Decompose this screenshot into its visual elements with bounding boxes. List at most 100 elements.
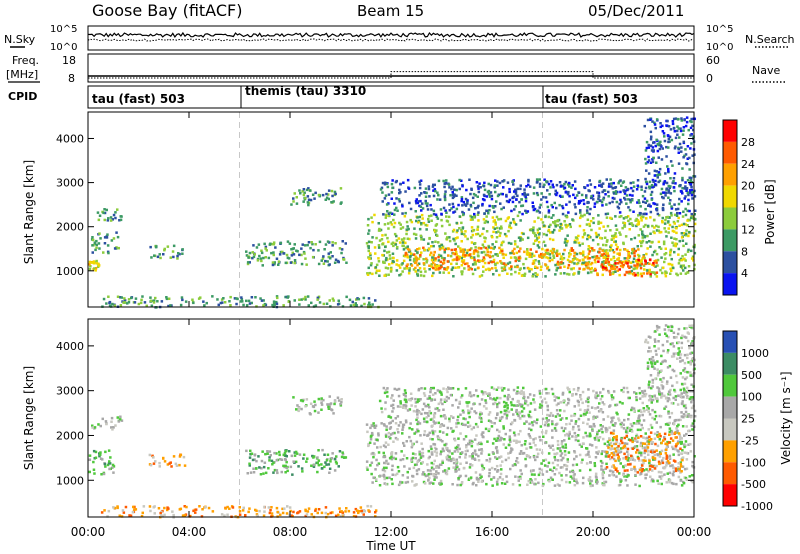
power-cell bbox=[657, 171, 661, 174]
power-cell bbox=[528, 185, 532, 188]
velocity-cell bbox=[472, 394, 476, 397]
velocity-cell bbox=[666, 399, 670, 403]
power-cell bbox=[248, 261, 251, 264]
power-cell bbox=[598, 227, 601, 230]
power-cell bbox=[264, 245, 268, 249]
velocity-cell bbox=[540, 404, 544, 408]
power-cell bbox=[609, 229, 612, 232]
power-cell bbox=[453, 252, 457, 256]
velocity-cell bbox=[400, 450, 403, 453]
power-cell bbox=[405, 253, 409, 257]
velocity-cell bbox=[565, 464, 569, 468]
power-cell bbox=[448, 236, 451, 239]
power-cell bbox=[653, 174, 657, 177]
power-cell bbox=[566, 234, 569, 237]
power-cell bbox=[431, 185, 435, 188]
power-cell bbox=[536, 193, 540, 197]
power-cell bbox=[501, 180, 504, 183]
power-cell bbox=[630, 269, 634, 273]
power-cell bbox=[463, 262, 467, 266]
velocity-cell bbox=[506, 407, 509, 410]
power-cell bbox=[429, 203, 432, 207]
power-cell bbox=[418, 194, 421, 197]
power-cell bbox=[331, 244, 334, 247]
power-cell bbox=[423, 248, 426, 252]
power-cell bbox=[604, 250, 608, 253]
power-cell bbox=[674, 244, 677, 248]
power-cell bbox=[559, 272, 563, 275]
power-cell bbox=[635, 224, 638, 228]
velocity-cell bbox=[241, 509, 245, 512]
power-cell bbox=[473, 249, 476, 253]
velocity-cell bbox=[361, 511, 364, 514]
power-cell bbox=[305, 188, 309, 192]
power-cell bbox=[673, 189, 676, 193]
power-cell bbox=[647, 146, 651, 149]
velocity-cell bbox=[639, 428, 642, 432]
power-cell bbox=[507, 216, 510, 219]
velocity-cell bbox=[183, 464, 187, 467]
velocity-cell bbox=[611, 396, 615, 400]
power-cell bbox=[383, 249, 386, 253]
velocity-cell bbox=[529, 415, 533, 419]
velocity-cell bbox=[384, 401, 387, 404]
power-cell bbox=[687, 234, 690, 238]
velocity-cell bbox=[521, 403, 524, 407]
velocity-cell bbox=[411, 480, 414, 483]
power-cell bbox=[401, 205, 404, 208]
velocity-cell bbox=[263, 505, 266, 509]
power-cell bbox=[640, 259, 643, 262]
velocity-cell bbox=[320, 408, 323, 411]
power-cell bbox=[377, 244, 381, 247]
power-cell bbox=[631, 248, 634, 251]
velocity-cell bbox=[526, 403, 530, 407]
velocity-cell bbox=[466, 405, 469, 408]
power-cell bbox=[98, 232, 101, 235]
velocity-cell bbox=[663, 473, 666, 476]
velocity-cell bbox=[529, 481, 532, 484]
power-cell bbox=[467, 208, 471, 211]
velocity-cell bbox=[396, 415, 400, 418]
power-cell bbox=[256, 257, 260, 261]
velocity-cell bbox=[344, 456, 348, 459]
velocity-cell bbox=[413, 463, 417, 467]
power-cell bbox=[537, 246, 541, 249]
velocity-cell bbox=[685, 467, 689, 470]
power-cell bbox=[539, 265, 543, 268]
power-cell bbox=[436, 198, 439, 201]
velocity-cell bbox=[516, 390, 519, 393]
velocity-cell bbox=[306, 510, 310, 513]
power-cell bbox=[387, 193, 391, 196]
power-cell bbox=[443, 195, 447, 198]
power-cell bbox=[460, 196, 464, 199]
power-cell bbox=[657, 180, 660, 184]
velocity-cell bbox=[597, 450, 601, 453]
power-cell bbox=[533, 254, 536, 258]
velocity-cell bbox=[434, 392, 437, 395]
power-cell bbox=[503, 232, 507, 236]
velocity-cell bbox=[100, 473, 103, 476]
velocity-cell bbox=[419, 456, 423, 459]
velocity-cell bbox=[504, 458, 508, 462]
power-cell bbox=[689, 134, 692, 137]
power-cell bbox=[389, 221, 393, 224]
power-cell bbox=[643, 212, 647, 216]
velocity-cell bbox=[414, 405, 417, 408]
power-cell bbox=[689, 182, 693, 186]
power-cell bbox=[398, 221, 401, 225]
velocity-cell bbox=[645, 468, 648, 471]
velocity-cell bbox=[437, 409, 441, 412]
velocity-cell bbox=[391, 432, 395, 435]
power-cell bbox=[430, 245, 433, 248]
power-cell bbox=[547, 225, 551, 228]
velocity-cell bbox=[391, 464, 394, 468]
power-cell bbox=[684, 213, 688, 217]
velocity-cell bbox=[270, 506, 273, 509]
velocity-cell bbox=[476, 442, 480, 446]
power-cell bbox=[687, 198, 690, 202]
power-cell bbox=[427, 248, 431, 251]
power-cell bbox=[576, 258, 579, 261]
power-cell bbox=[680, 150, 683, 153]
power-cell bbox=[570, 247, 573, 250]
velocity-cell bbox=[571, 428, 575, 431]
